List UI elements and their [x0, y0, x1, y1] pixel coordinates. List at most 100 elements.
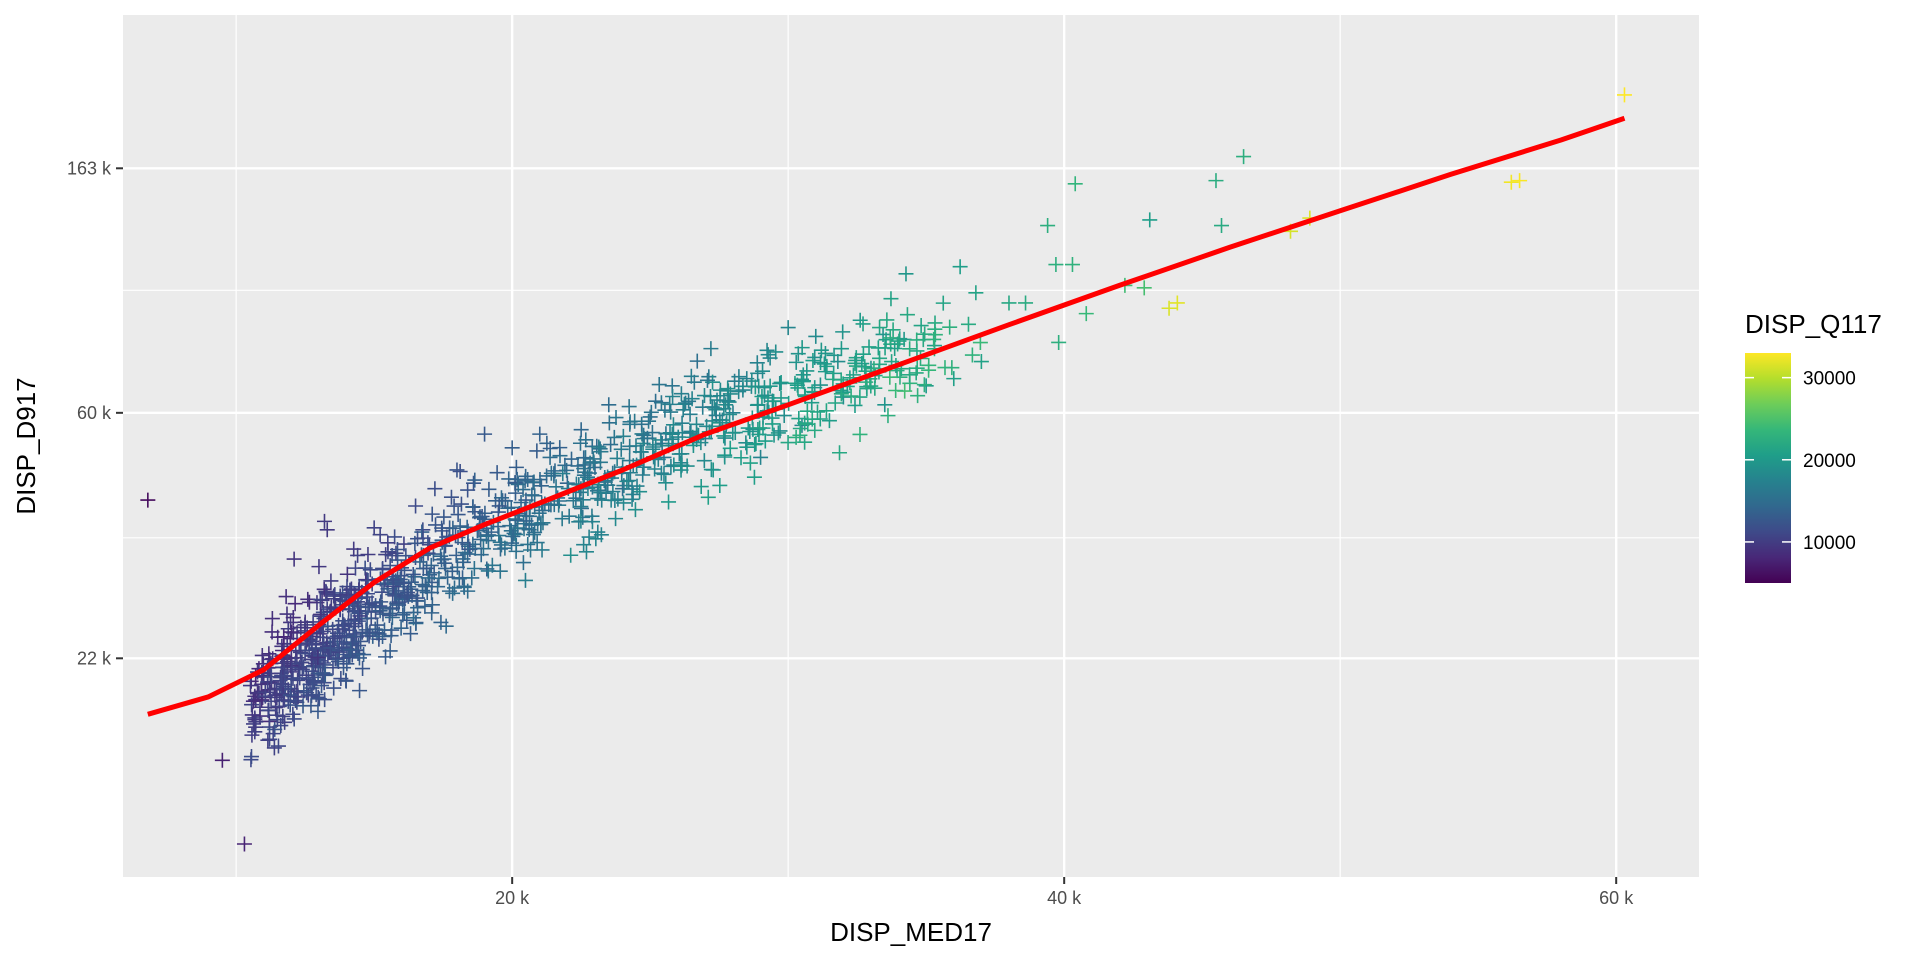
data-point	[304, 651, 320, 667]
data-point	[662, 425, 678, 441]
data-point	[361, 628, 377, 644]
data-point-marker	[419, 584, 435, 600]
data-point	[571, 514, 587, 530]
data-point	[765, 416, 781, 432]
data-point	[332, 628, 348, 644]
data-point-marker	[532, 472, 548, 488]
data-point-marker	[554, 511, 570, 527]
data-point-marker	[968, 285, 984, 301]
data-point	[358, 572, 374, 588]
data-point-marker	[319, 522, 335, 538]
data-point	[465, 499, 481, 515]
data-point-marker	[590, 524, 606, 540]
data-point	[542, 449, 558, 465]
data-point	[433, 548, 449, 564]
data-point-marker	[606, 429, 622, 445]
data-point	[460, 546, 476, 562]
data-point	[879, 312, 895, 328]
data-point-marker	[590, 491, 606, 507]
data-point-marker	[887, 341, 903, 356]
data-point-marker	[790, 346, 806, 362]
data-point-marker	[214, 752, 230, 768]
data-point	[872, 320, 888, 336]
data-point	[899, 307, 915, 323]
data-point-marker	[825, 371, 841, 387]
data-point-marker	[702, 389, 718, 405]
data-point-marker	[576, 461, 592, 477]
data-point	[263, 669, 279, 685]
data-point-marker	[465, 499, 481, 515]
data-point	[436, 509, 452, 525]
data-point	[492, 563, 508, 579]
data-point-marker	[277, 714, 293, 730]
data-point-marker	[703, 462, 719, 478]
plot-panel	[123, 15, 1699, 877]
data-point-marker	[539, 435, 555, 451]
data-point-marker	[520, 536, 536, 552]
data-point	[848, 350, 864, 366]
data-point	[360, 547, 376, 563]
data-point-marker	[678, 395, 694, 411]
data-point-marker	[651, 377, 667, 393]
data-point-marker	[720, 393, 736, 409]
data-point	[772, 376, 788, 392]
data-point	[565, 493, 581, 509]
data-point	[260, 732, 276, 748]
data-point	[835, 324, 851, 340]
data-point-marker	[663, 404, 679, 420]
data-point	[376, 622, 392, 638]
data-point-marker	[242, 678, 258, 694]
data-point	[641, 413, 657, 429]
data-point-marker	[1161, 300, 1177, 316]
data-point-marker	[366, 520, 382, 536]
data-point	[362, 624, 378, 640]
data-point	[375, 628, 391, 644]
data-point	[695, 399, 711, 415]
data-point-marker	[653, 395, 669, 411]
data-point-marker	[254, 647, 270, 663]
data-point-marker	[507, 475, 523, 491]
data-point	[754, 388, 770, 404]
data-point-marker	[621, 399, 637, 415]
data-point	[913, 318, 929, 334]
data-point-marker	[285, 706, 301, 722]
legend-tick-label: 20000	[1803, 451, 1856, 472]
data-point	[603, 437, 619, 453]
data-point	[473, 547, 489, 563]
data-point-marker	[316, 513, 332, 529]
data-point-marker	[1142, 212, 1158, 228]
data-point	[752, 420, 768, 436]
data-point	[742, 424, 758, 439]
data-point-marker	[274, 668, 290, 684]
data-point	[316, 581, 332, 597]
data-point	[576, 537, 592, 553]
data-point	[805, 353, 821, 369]
data-point	[561, 508, 577, 524]
data-point-marker	[852, 389, 868, 405]
data-point	[609, 450, 625, 466]
data-point	[887, 341, 903, 356]
data-point	[898, 266, 914, 282]
data-point	[390, 541, 406, 557]
data-point	[346, 541, 362, 557]
data-point-marker	[899, 307, 915, 323]
data-point-marker	[788, 354, 804, 370]
data-point	[366, 520, 382, 536]
color-legend: DISP_Q117 10000 20000 30000	[1745, 309, 1882, 583]
data-point-marker	[788, 429, 804, 445]
data-point	[830, 354, 846, 370]
data-point-marker	[584, 508, 600, 524]
data-point-marker	[279, 654, 295, 670]
data-point	[443, 489, 459, 505]
data-point-marker	[792, 427, 808, 443]
data-point	[547, 463, 563, 479]
data-point-marker	[722, 440, 738, 456]
data-point-marker	[760, 347, 776, 363]
data-point	[852, 389, 868, 405]
data-point	[311, 559, 327, 575]
data-point	[1051, 334, 1067, 350]
data-point	[350, 547, 366, 563]
data-point-marker	[877, 397, 893, 413]
data-point-marker	[449, 462, 465, 478]
data-point-marker	[270, 738, 286, 754]
